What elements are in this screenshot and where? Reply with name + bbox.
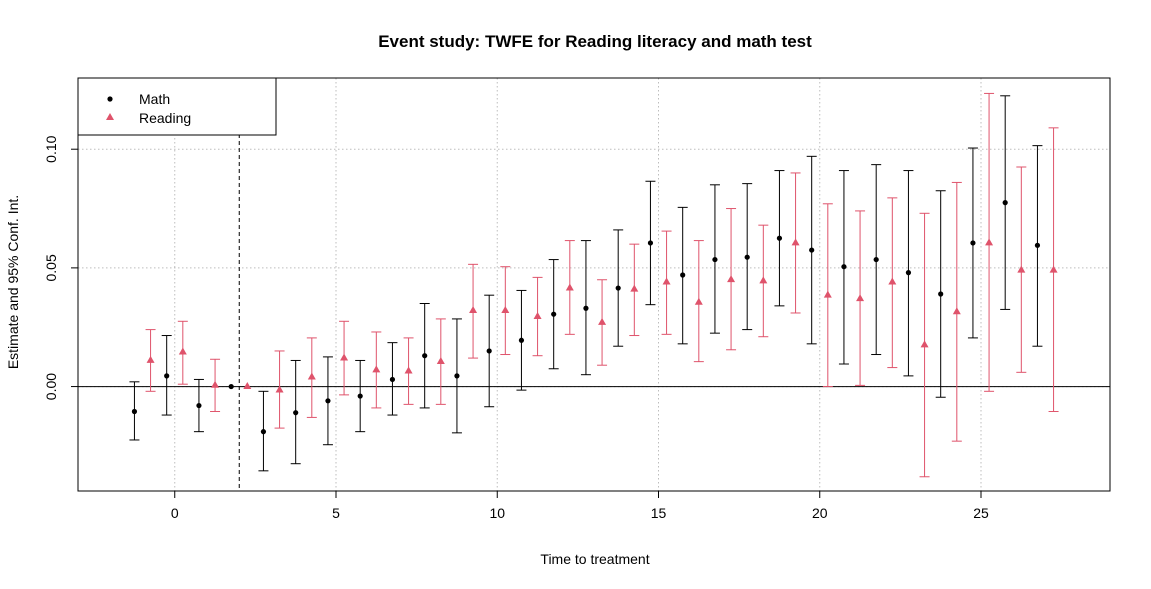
- plot-frame: [77, 77, 1111, 492]
- reading-point: [791, 238, 800, 246]
- legend-math-label: Math: [139, 91, 170, 107]
- legend-math-marker: [107, 96, 113, 102]
- reading-point: [630, 284, 639, 292]
- reading-point: [694, 297, 703, 305]
- reading-point: [662, 277, 671, 285]
- math-point: [776, 235, 783, 241]
- reading-point: [469, 306, 478, 314]
- math-point: [938, 291, 944, 297]
- math-point: [293, 410, 299, 416]
- legend-reading-label: Reading: [139, 110, 191, 126]
- math-point: [841, 264, 847, 270]
- math-point: [196, 402, 202, 409]
- reading-point: [823, 290, 832, 298]
- y-tick-label: 0.05: [43, 254, 59, 281]
- reading-point: [372, 365, 381, 373]
- math-point: [680, 272, 686, 278]
- grid-lines: [78, 78, 1110, 491]
- legend: Math Reading: [77, 77, 277, 136]
- reading-point: [565, 283, 574, 291]
- reading-point: [920, 340, 929, 348]
- reading-point: [533, 311, 542, 319]
- reading-point: [727, 275, 736, 283]
- math-point: [422, 353, 428, 359]
- reading-point: [759, 276, 768, 284]
- math-point: [454, 373, 460, 379]
- math-point: [744, 254, 750, 260]
- x-tick-label: 0: [171, 505, 179, 521]
- reading-point: [307, 372, 316, 380]
- math-point: [905, 270, 912, 276]
- reading-point: [178, 347, 187, 355]
- reading-point: [436, 357, 445, 365]
- x-tick-label: 20: [812, 505, 828, 521]
- reading-point: [501, 306, 510, 314]
- x-tick-label: 10: [489, 505, 505, 521]
- x-tick-label: 15: [651, 505, 667, 521]
- reading-point: [275, 385, 284, 393]
- x-tick-label: 5: [332, 505, 340, 521]
- math-point: [712, 256, 718, 263]
- reading-point: [1017, 265, 1026, 273]
- math-point: [228, 383, 234, 390]
- x-tick-label: 25: [973, 505, 989, 521]
- data-marks: [129, 92, 1059, 478]
- reading-point: [146, 355, 155, 363]
- math-point: [647, 240, 654, 246]
- reading-point: [952, 307, 961, 315]
- math-point: [260, 429, 267, 435]
- y-tick-label: 0.10: [43, 135, 59, 162]
- chart-title: Event study: TWFE for Reading literacy a…: [378, 32, 812, 51]
- math-point: [389, 376, 396, 383]
- math-point: [873, 256, 879, 263]
- math-point: [486, 348, 492, 354]
- x-axis-label: Time to treatment: [540, 551, 649, 567]
- legend-reading-marker: [106, 113, 114, 120]
- math-point: [970, 240, 976, 246]
- reading-point: [1049, 265, 1058, 273]
- math-point: [1002, 200, 1008, 206]
- y-axis-label: Estimate and 95% Conf. Int.: [5, 195, 21, 369]
- math-point: [325, 398, 331, 404]
- math-point: [551, 311, 557, 317]
- math-point: [518, 337, 525, 343]
- reading-point: [211, 380, 220, 388]
- reading-point: [404, 366, 413, 374]
- y-tick-label: 0.00: [43, 373, 59, 400]
- axes: 0 5 10 15 20 25 0.00 0.05 0.10: [43, 135, 989, 521]
- math-point: [1034, 242, 1041, 248]
- reading-point: [985, 238, 994, 246]
- math-point: [615, 285, 621, 291]
- math-point: [131, 408, 138, 415]
- reading-point: [340, 353, 349, 361]
- reading-point: [598, 317, 607, 325]
- reference-lines: [78, 78, 1110, 491]
- reading-point: [888, 277, 897, 285]
- math-point: [357, 393, 363, 399]
- reading-point: [243, 381, 252, 389]
- reading-point: [856, 294, 865, 302]
- math-point: [583, 305, 589, 311]
- math-point: [809, 247, 815, 253]
- math-point: [164, 373, 170, 379]
- legend-box: [77, 77, 277, 136]
